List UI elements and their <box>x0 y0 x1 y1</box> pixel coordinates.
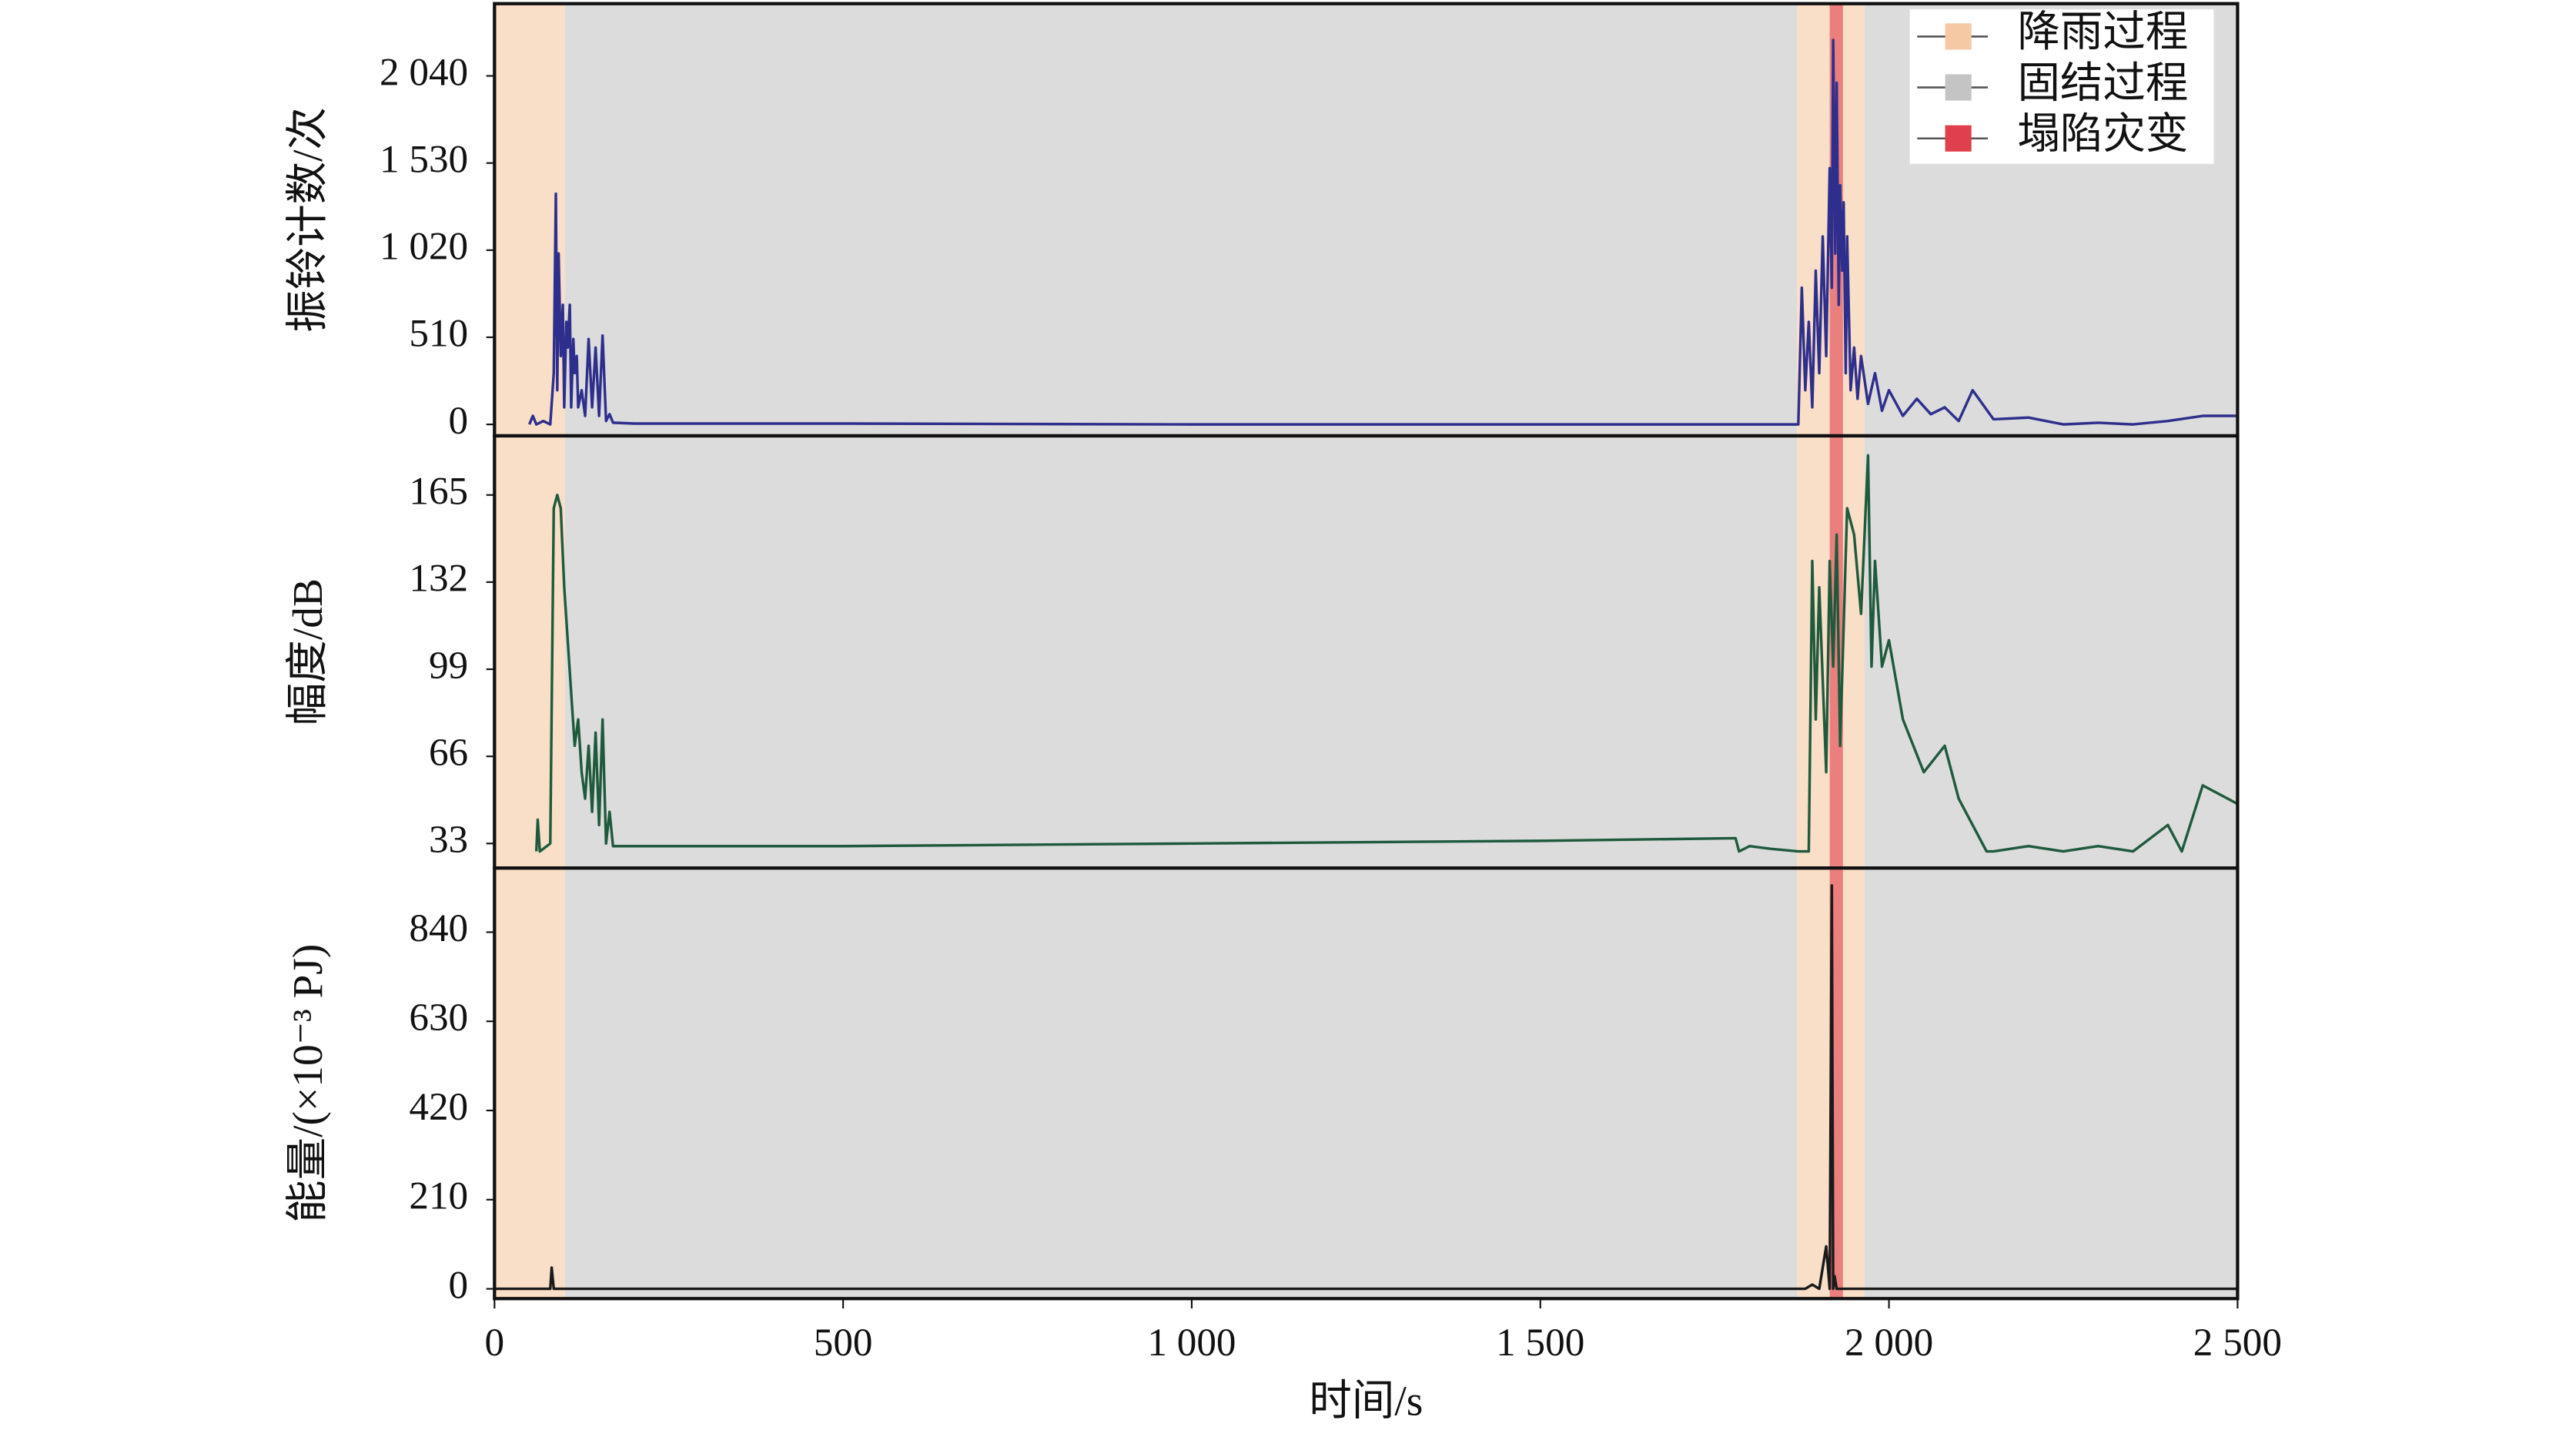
region-band <box>564 3 1798 436</box>
y-tick-label: 165 <box>409 470 468 514</box>
x-tick-label: 0 <box>485 1321 505 1365</box>
y-tick-label: 132 <box>409 557 468 601</box>
y-tick-label: 33 <box>429 818 468 862</box>
y-tick-label: 1 530 <box>380 137 468 181</box>
region-band <box>564 435 1798 869</box>
x-tick-label: 1 500 <box>1496 1321 1584 1365</box>
legend-label: 塌陷灾变 <box>2017 111 2188 158</box>
region-band <box>494 868 565 1299</box>
y-axis-label: 幅度/dB <box>285 578 332 725</box>
y-axis-label: 振铃计数/次 <box>285 107 332 333</box>
legend-swatch <box>1945 23 1972 50</box>
legend-swatch <box>1945 125 1972 152</box>
x-tick-label: 500 <box>814 1321 873 1365</box>
x-tick-label: 2 500 <box>2193 1321 2282 1365</box>
legend-label: 固结过程 <box>2017 60 2188 107</box>
region-band <box>494 435 565 869</box>
y-tick-label: 840 <box>409 906 468 950</box>
y-tick-label: 420 <box>409 1085 468 1129</box>
panel-frame <box>493 866 2240 1301</box>
data-line <box>534 454 2239 853</box>
data-line <box>528 39 2238 426</box>
legend-swatch <box>1945 74 1972 101</box>
y-tick-label: 510 <box>409 312 468 356</box>
y-tick-label: 630 <box>409 996 468 1040</box>
y-tick-label: 210 <box>409 1174 468 1218</box>
legend-label: 降雨过程 <box>2017 9 2188 56</box>
x-tick-label: 2 000 <box>1845 1321 1933 1365</box>
y-axis-label: 能量/(×10⁻³ PJ) <box>285 944 332 1223</box>
x-axis-label: 时间/s <box>1309 1378 1423 1425</box>
y-tick-label: 1 020 <box>380 225 468 269</box>
data-line <box>494 884 2238 1291</box>
region-band <box>564 868 1798 1299</box>
y-tick-label: 66 <box>429 731 468 775</box>
region-band <box>1864 435 2238 869</box>
y-tick-label: 99 <box>429 644 468 688</box>
y-tick-label: 0 <box>449 399 469 443</box>
region-band <box>1864 868 2238 1299</box>
y-tick-label: 0 <box>449 1263 469 1307</box>
y-tick-label: 2 040 <box>380 50 468 94</box>
x-tick-label: 1 000 <box>1147 1321 1236 1365</box>
region-band <box>1829 435 1843 869</box>
